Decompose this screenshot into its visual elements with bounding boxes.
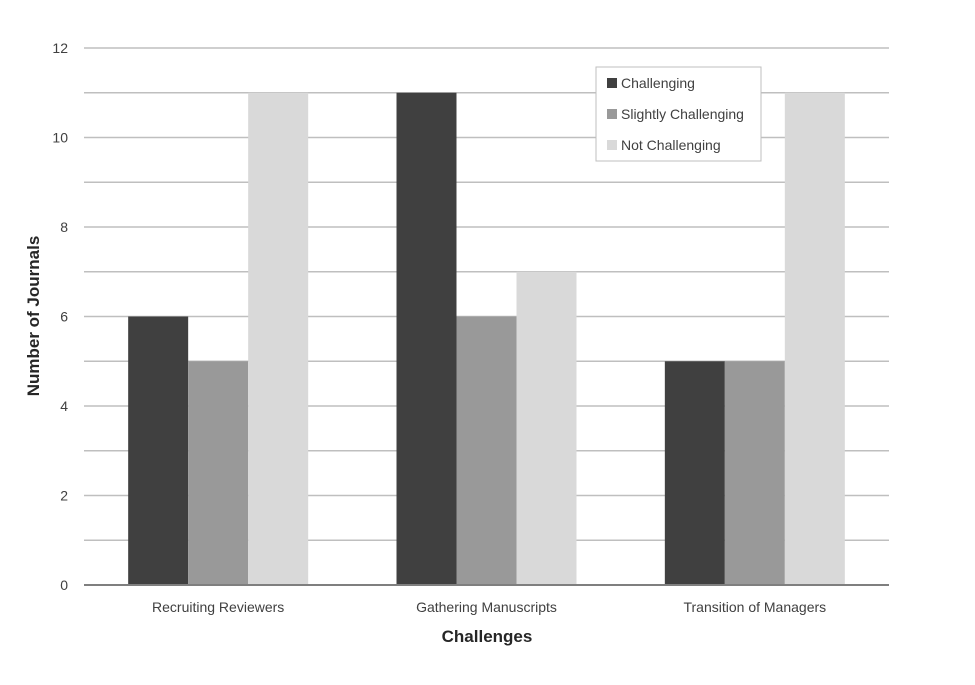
legend-swatch <box>607 140 617 150</box>
bar <box>248 92 309 585</box>
bars <box>128 92 845 585</box>
x-category-label: Recruiting Reviewers <box>152 599 284 615</box>
x-axis-categories: Recruiting Reviewers Gathering Manuscript… <box>152 599 826 615</box>
legend-swatch <box>607 78 617 88</box>
y-tick-label: 12 <box>52 40 68 56</box>
legend-label: Slightly Challenging <box>621 106 744 122</box>
bar <box>516 271 577 585</box>
x-category-label: Transition of Managers <box>683 599 826 615</box>
y-axis-ticks: 0 2 4 6 8 10 12 <box>52 40 68 593</box>
y-tick-label: 6 <box>60 309 68 325</box>
y-tick-label: 0 <box>60 577 68 593</box>
y-axis-title: Number of Journals <box>24 236 43 397</box>
bar <box>396 92 457 585</box>
bar <box>188 361 249 585</box>
y-tick-label: 4 <box>60 398 68 414</box>
y-tick-label: 10 <box>52 130 68 146</box>
bar <box>456 316 517 585</box>
bar <box>128 316 189 585</box>
bar <box>664 361 725 585</box>
x-category-label: Gathering Manuscripts <box>416 599 557 615</box>
x-axis-title: Challenges <box>442 627 533 646</box>
y-tick-label: 2 <box>60 488 68 504</box>
legend-label: Challenging <box>621 75 695 91</box>
y-tick-label: 8 <box>60 219 68 235</box>
legend-box <box>595 66 762 162</box>
bar <box>784 92 845 585</box>
bar <box>724 361 785 585</box>
legend-label: Not Challenging <box>621 137 721 153</box>
legend-swatch <box>607 109 617 119</box>
legend: Challenging Slightly Challenging Not Chall… <box>595 66 762 162</box>
